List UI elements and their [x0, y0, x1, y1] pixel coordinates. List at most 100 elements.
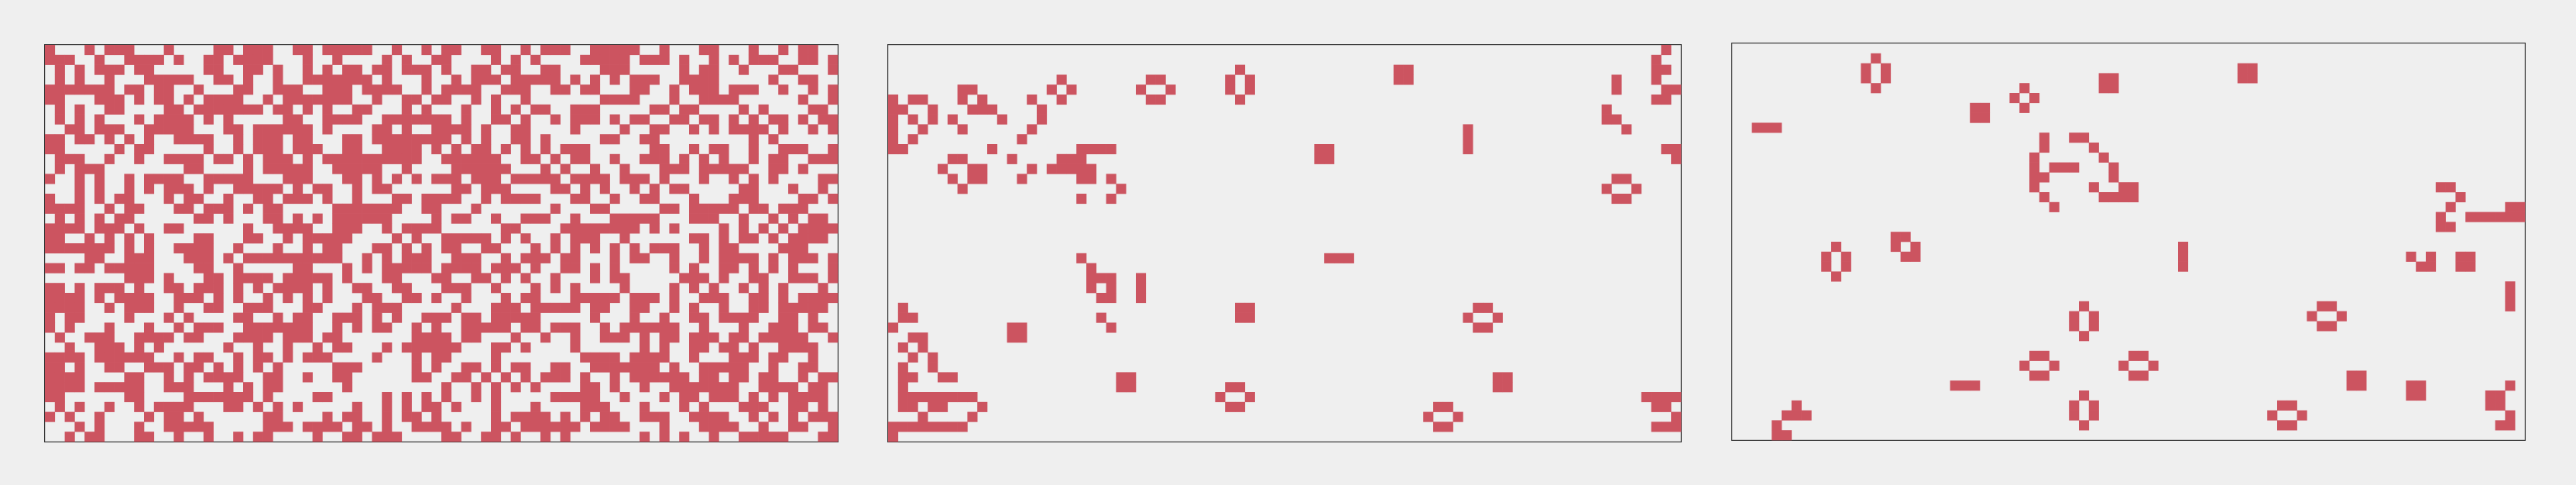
live-cell: [262, 213, 273, 224]
live-cell: [124, 352, 135, 363]
live-cell: [1007, 153, 1017, 164]
live-cell: [818, 213, 828, 224]
live-cell: [144, 54, 155, 65]
live-cell: [2069, 400, 2080, 411]
live-cell: [233, 174, 244, 184]
live-cell: [748, 203, 759, 214]
live-cell: [352, 203, 362, 214]
live-cell: [401, 54, 412, 65]
live-cell: [1621, 124, 1632, 135]
live-cell: [907, 134, 918, 145]
live-cell: [64, 124, 75, 135]
live-cell: [45, 392, 56, 403]
live-cell: [431, 342, 442, 353]
live-cell: [818, 223, 828, 234]
live-cell: [1671, 84, 1682, 95]
live-cell: [491, 302, 502, 313]
live-cell: [808, 104, 818, 115]
live-cell: [114, 194, 125, 205]
live-cell: [2327, 301, 2338, 311]
live-cell: [748, 392, 759, 403]
live-cell: [1861, 63, 1871, 74]
live-cell: [629, 84, 640, 95]
live-cell: [2178, 251, 2189, 262]
live-cell: [808, 194, 818, 205]
live-cell: [659, 392, 670, 403]
live-cell: [500, 64, 511, 75]
live-cell: [233, 54, 244, 65]
live-cell: [144, 362, 155, 373]
live-cell: [580, 372, 591, 383]
live-cells: [45, 45, 839, 442]
live-cell: [888, 144, 899, 155]
live-cell: [2426, 261, 2437, 272]
live-cell: [640, 401, 650, 412]
live-cell: [599, 54, 610, 65]
live-cell: [698, 174, 709, 184]
live-cell: [619, 273, 630, 284]
live-cell: [153, 342, 164, 353]
live-cell: [104, 263, 115, 273]
live-cell: [818, 411, 828, 422]
live-cell: [918, 332, 928, 343]
live-cell: [739, 194, 749, 205]
live-cell: [233, 144, 244, 155]
live-cell: [84, 84, 95, 95]
live-cell: [1751, 122, 1762, 133]
live-cell: [1056, 95, 1067, 105]
live-cell: [2118, 360, 2129, 371]
live-cell: [104, 134, 115, 145]
live-cell: [748, 153, 759, 164]
live-cell: [828, 421, 839, 432]
live-cell: [293, 45, 304, 56]
live-cell: [491, 263, 502, 273]
live-cell: [153, 114, 164, 125]
live-cell: [2515, 212, 2526, 222]
live-cell: [748, 194, 759, 205]
live-cell: [273, 253, 283, 263]
live-cell: [977, 401, 988, 412]
live-cell: [778, 322, 789, 333]
live-cell: [45, 372, 56, 383]
live-cell: [184, 134, 194, 145]
live-cell: [1116, 382, 1127, 393]
live-cell: [233, 332, 244, 343]
live-cell: [590, 421, 601, 432]
live-cell: [739, 253, 749, 263]
live-cell: [411, 174, 422, 184]
live-cell: [243, 184, 254, 194]
live-cell: [1106, 283, 1116, 294]
live-cell: [94, 342, 105, 353]
live-cell: [233, 372, 244, 383]
live-cell: [530, 243, 541, 254]
live-cell: [401, 293, 412, 304]
live-cell: [719, 203, 729, 214]
live-cell: [441, 332, 452, 343]
live-cell: [491, 411, 502, 422]
live-cell: [481, 372, 492, 383]
live-cell: [54, 54, 65, 65]
live-cell: [619, 64, 630, 75]
live-cell: [262, 163, 273, 174]
live-cell: [818, 114, 828, 125]
live-cell: [104, 45, 115, 56]
live-cell: [739, 312, 749, 323]
live-cell: [729, 263, 739, 273]
live-cell: [342, 432, 353, 442]
live-cell: [233, 283, 244, 294]
live-cell: [629, 312, 640, 323]
live-cell: [510, 84, 521, 95]
live-cell: [362, 45, 372, 56]
live-cell: [828, 253, 839, 263]
live-cell: [213, 174, 224, 184]
live-cell: [788, 144, 799, 155]
live-cell: [332, 213, 343, 224]
live-cell: [1473, 302, 1484, 313]
live-cell: [173, 243, 184, 254]
live-cell: [2029, 172, 2040, 183]
live-cell: [758, 283, 769, 294]
live-cell: [1483, 322, 1494, 333]
live-cell: [1463, 312, 1473, 323]
live-cell: [530, 253, 541, 263]
live-cell: [609, 421, 620, 432]
